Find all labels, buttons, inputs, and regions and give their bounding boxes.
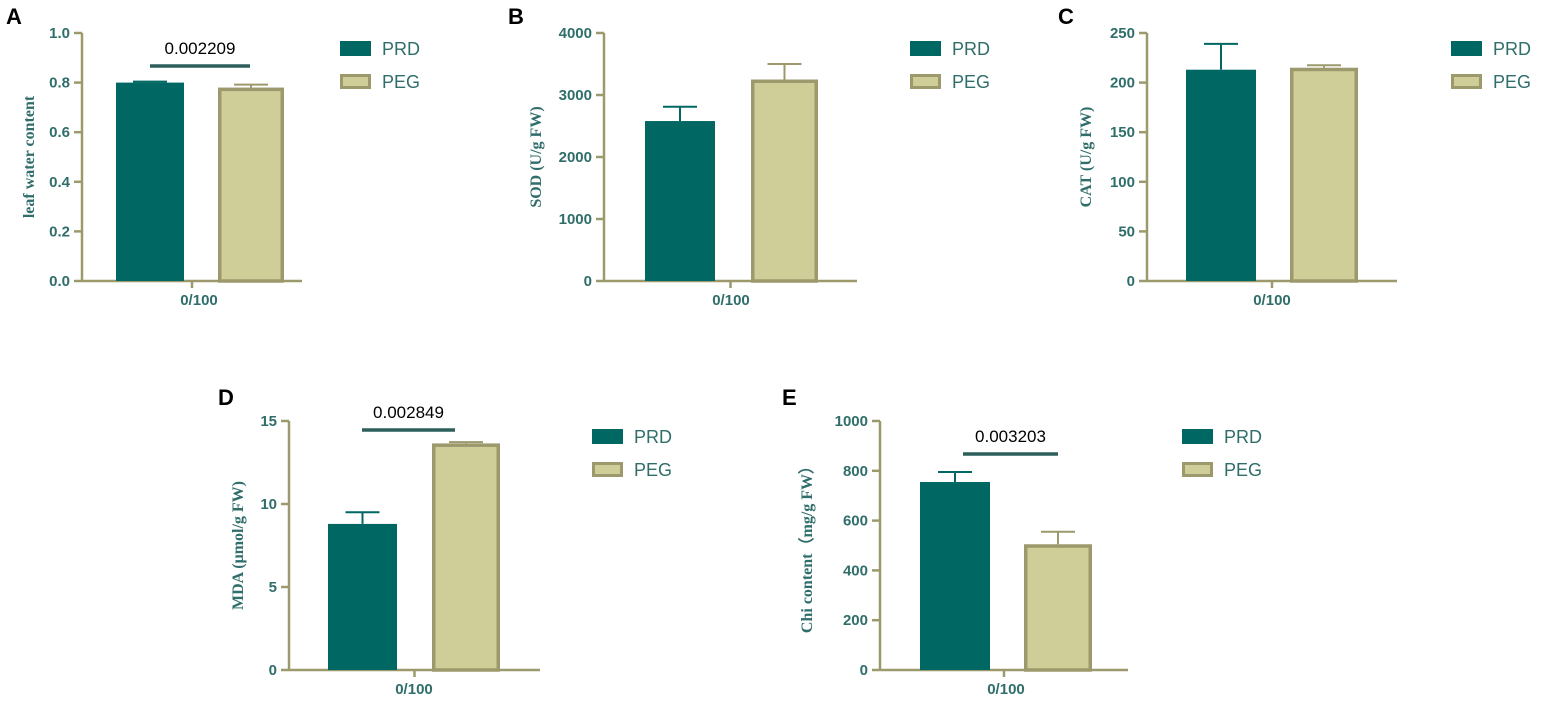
y-axis-label: leaf water content	[21, 95, 38, 218]
chart-panel-c: C 0 50 100 150 200 250 CAT (U/g FW) 0/100 PRD PEG	[1058, 4, 1531, 309]
legend-label-prd: PRD	[1224, 427, 1262, 447]
y-tick-label: 0.2	[49, 223, 70, 240]
chart-panel-a: A 0.0 0.2 0.4 0.6 0.8 1.0 leaf water content 0/1…	[6, 4, 420, 309]
y-tick-label: 0.8	[49, 75, 70, 92]
y-tick-label: 1.0	[49, 25, 70, 42]
x-category-label: 0/100	[180, 292, 218, 309]
panel-letter: D	[218, 385, 234, 410]
y-tick-label: 0.6	[49, 124, 70, 141]
legend-label-peg: PEG	[1493, 72, 1531, 92]
y-tick-label: 600	[843, 513, 868, 530]
legend-label-prd: PRD	[382, 39, 420, 59]
bar-peg	[1024, 544, 1092, 672]
bar-peg	[218, 87, 284, 283]
y-tick-label: 0	[584, 273, 592, 290]
chart-panel-d: D 0 5 10 15 MDA (μmol/g FW) 0/100 0.002849 PRD PE…	[218, 385, 672, 698]
y-tick-label: 800	[843, 463, 868, 480]
y-tick-label: 3000	[559, 87, 592, 104]
y-tick-label: 0	[860, 662, 868, 679]
panel-letter: B	[508, 4, 524, 29]
legend-label-prd: PRD	[634, 427, 672, 447]
y-tick-label: 1000	[559, 211, 592, 228]
panel-letter: A	[6, 4, 22, 29]
bar-prd	[920, 482, 990, 670]
bar-prd	[1186, 69, 1256, 281]
y-tick-label: 0.4	[49, 174, 71, 191]
legend-swatch-prd	[1451, 41, 1482, 56]
legend-label-peg: PEG	[1224, 460, 1262, 480]
legend-swatch-peg	[592, 462, 623, 477]
y-axis-label: MDA (μmol/g FW)	[230, 481, 247, 610]
legend-swatch-prd	[592, 429, 623, 444]
legend-swatch-prd	[340, 41, 371, 56]
legend-swatch-prd	[1182, 429, 1213, 444]
y-tick-label: 200	[843, 612, 868, 629]
legend-swatch-prd	[910, 41, 941, 56]
legend-label-peg: PEG	[382, 72, 420, 92]
y-tick-label: 50	[1118, 223, 1135, 240]
y-tick-label: 10	[260, 496, 277, 513]
legend-label-prd: PRD	[952, 39, 990, 59]
y-tick-label: 2000	[559, 149, 592, 166]
y-axis-label: CAT (U/g FW)	[1078, 107, 1095, 208]
bar-peg	[432, 443, 500, 672]
x-category-label: 0/100	[395, 681, 433, 698]
legend-swatch-peg	[1182, 462, 1213, 477]
y-tick-label: 250	[1110, 25, 1135, 42]
y-tick-label: 0.0	[49, 273, 70, 290]
x-category-label: 0/100	[987, 681, 1025, 698]
legend-swatch-peg	[1451, 74, 1482, 89]
y-tick-label: 0	[1127, 273, 1135, 290]
panel-letter: E	[782, 385, 797, 410]
significance-value: 0.003203	[975, 427, 1046, 446]
bar-prd	[328, 523, 397, 670]
y-tick-label: 5	[269, 579, 277, 596]
legend-label-prd: PRD	[1493, 39, 1531, 59]
legend-swatch-peg	[910, 74, 941, 89]
y-tick-label: 100	[1110, 174, 1135, 191]
bar-prd	[645, 121, 715, 281]
y-tick-label: 150	[1110, 124, 1135, 141]
panel-letter: C	[1058, 4, 1074, 29]
y-tick-label: 4000	[559, 25, 592, 42]
significance-value: 0.002209	[165, 39, 236, 58]
y-tick-label: 15	[260, 413, 277, 430]
legend-swatch-peg	[340, 74, 371, 89]
y-tick-label: 200	[1110, 75, 1135, 92]
y-tick-label: 1000	[835, 413, 868, 430]
bar-prd	[116, 82, 184, 281]
legend-label-peg: PEG	[952, 72, 990, 92]
x-category-label: 0/100	[712, 292, 750, 309]
x-category-label: 0/100	[1253, 292, 1291, 309]
legend-label-peg: PEG	[634, 460, 672, 480]
y-tick-label: 400	[843, 562, 868, 579]
y-axis-label: Chi content（mg/g FW）	[798, 458, 816, 633]
chart-panel-e: E 0 200 400 600 800 1000 Chi content（mg/g FW） 0/…	[782, 385, 1262, 698]
y-axis-label: SOD (U/g FW)	[528, 106, 545, 207]
bar-peg	[751, 79, 818, 283]
chart-panel-b: B 0 1000 2000 3000 4000 SOD (U/g FW) 0/100 PRD PE…	[508, 4, 990, 309]
significance-value: 0.002849	[373, 403, 444, 422]
bar-peg	[1290, 67, 1358, 283]
y-tick-label: 0	[269, 662, 277, 679]
